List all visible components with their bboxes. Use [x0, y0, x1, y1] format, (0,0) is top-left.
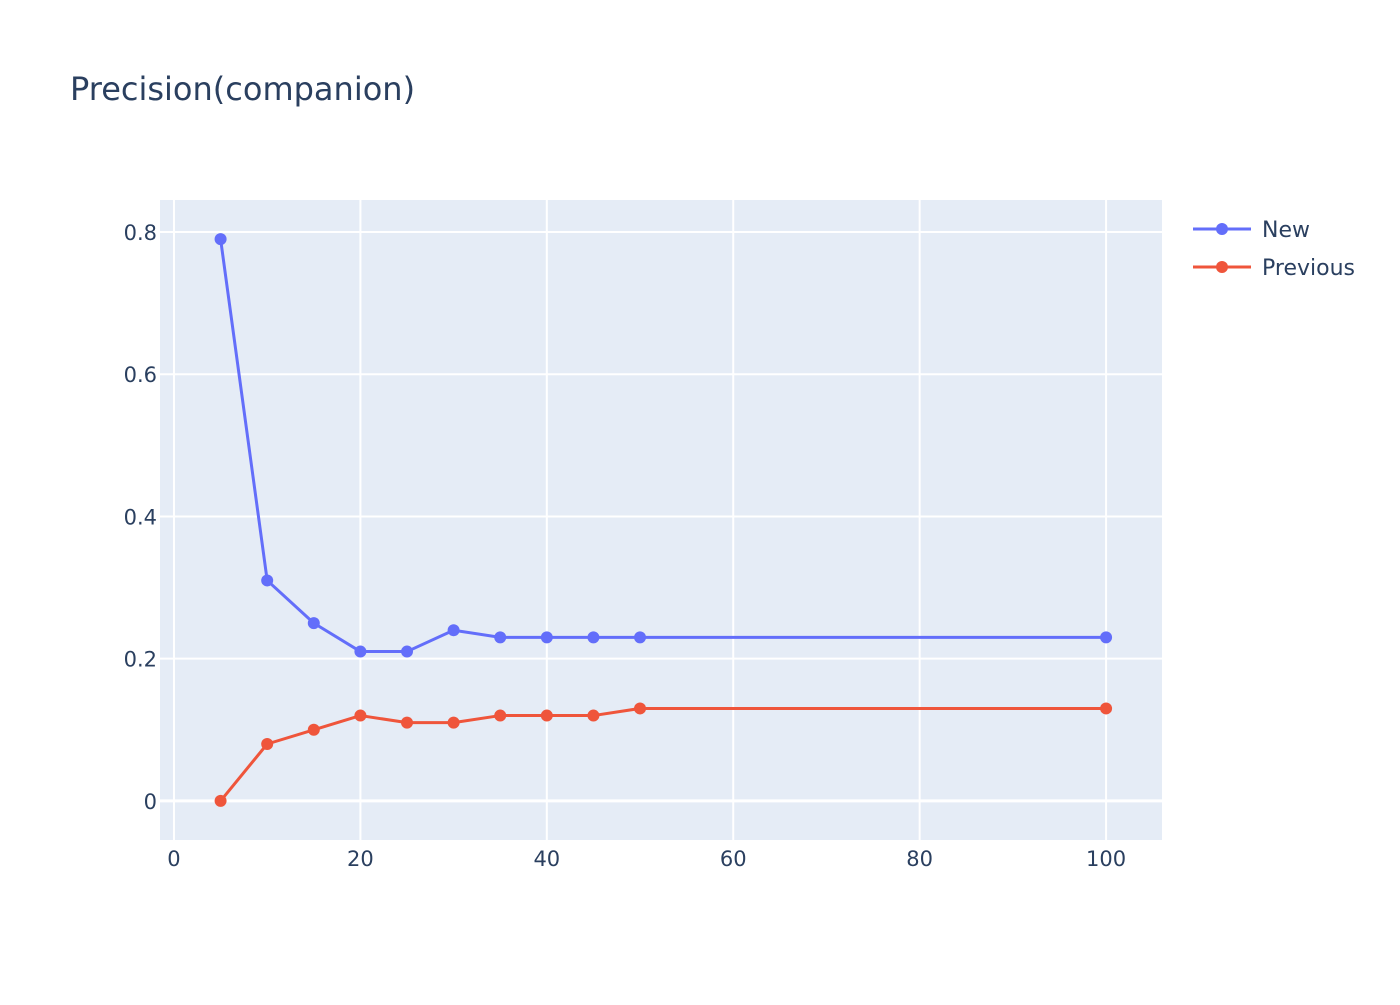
x-tick-label: 20	[347, 847, 374, 871]
axes: 0 20 40 60 80 100 0 0.2 0.4 0.6 0.8	[124, 221, 1127, 871]
legend-item-previous[interactable]: Previous	[1193, 256, 1355, 281]
data-point[interactable]	[261, 574, 274, 587]
data-point[interactable]	[540, 709, 553, 722]
data-point[interactable]	[587, 631, 600, 644]
series-new	[214, 233, 1113, 658]
y-tick-label: 0	[144, 790, 157, 814]
legend-label: New	[1262, 218, 1310, 243]
y-tick-label: 0.4	[124, 505, 157, 529]
data-point[interactable]	[494, 631, 507, 644]
data-point[interactable]	[354, 645, 367, 658]
data-point[interactable]	[307, 723, 320, 736]
legend-marker	[1216, 261, 1228, 273]
data-point[interactable]	[214, 233, 227, 246]
x-tick-label: 0	[167, 847, 180, 871]
x-tick-label: 100	[1086, 847, 1126, 871]
legend-item-new[interactable]: New	[1193, 218, 1310, 243]
data-point[interactable]	[634, 702, 647, 715]
plot-area	[160, 200, 1162, 840]
data-point[interactable]	[401, 645, 414, 658]
data-point[interactable]	[1100, 631, 1113, 644]
data-point[interactable]	[1100, 702, 1113, 715]
data-point[interactable]	[261, 738, 274, 750]
y-tick-label: 0.8	[124, 221, 157, 245]
data-point[interactable]	[447, 624, 460, 637]
chart-title: Precision(companion)	[70, 70, 415, 108]
legend-label: Previous	[1262, 256, 1355, 281]
x-tick-label: 40	[533, 847, 560, 871]
data-point[interactable]	[447, 716, 460, 729]
series-group	[214, 233, 1113, 807]
grid	[160, 200, 1162, 840]
legend-marker	[1216, 223, 1228, 235]
y-tick-label: 0.6	[124, 363, 157, 387]
x-tick-label: 60	[720, 847, 747, 871]
data-point[interactable]	[494, 709, 507, 722]
data-point[interactable]	[401, 716, 414, 729]
x-tick-label: 80	[906, 847, 933, 871]
legend[interactable]: New Previous	[1193, 218, 1355, 281]
data-point[interactable]	[634, 631, 647, 644]
data-point[interactable]	[214, 794, 227, 807]
data-point[interactable]	[540, 631, 553, 644]
data-point[interactable]	[587, 709, 600, 722]
data-point[interactable]	[307, 617, 320, 630]
series-previous	[214, 702, 1113, 807]
y-tick-label: 0.2	[124, 648, 157, 672]
data-point[interactable]	[354, 709, 367, 722]
